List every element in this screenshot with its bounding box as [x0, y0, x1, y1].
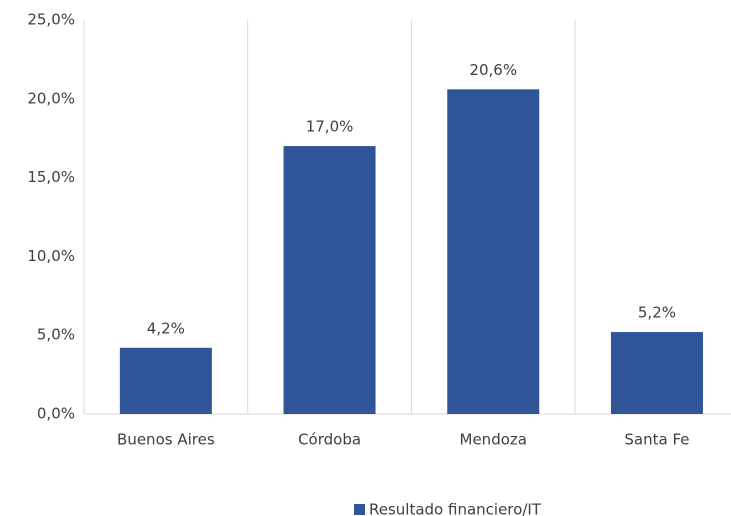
data-label: 17,0% — [306, 118, 354, 136]
y-tick-label: 20,0% — [27, 89, 75, 107]
y-tick-label: 15,0% — [27, 168, 75, 186]
data-label: 5,2% — [638, 304, 676, 322]
y-tick-label: 25,0% — [27, 11, 75, 29]
y-tick-label: 10,0% — [27, 247, 75, 265]
legend-label: Resultado financiero/IT — [369, 501, 542, 516]
x-tick-label: Córdoba — [298, 431, 361, 449]
legend-swatch — [354, 504, 365, 515]
y-tick-label: 0,0% — [37, 405, 75, 423]
bar — [447, 89, 540, 415]
bar — [610, 332, 703, 414]
bar — [283, 146, 376, 414]
data-label: 4,2% — [147, 319, 185, 337]
bar — [119, 347, 212, 414]
x-tick-label: Mendoza — [460, 431, 527, 449]
data-label: 20,6% — [469, 61, 517, 79]
x-tick-label: Santa Fe — [624, 431, 689, 449]
y-tick-label: 5,0% — [37, 326, 75, 344]
x-tick-label: Buenos Aires — [117, 431, 215, 449]
